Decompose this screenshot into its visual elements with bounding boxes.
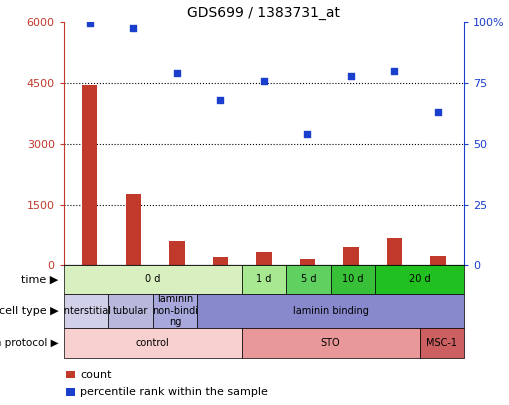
Point: [260, 77, 268, 84]
Point: [129, 25, 137, 32]
Bar: [212, 257, 228, 265]
Bar: [430, 256, 445, 265]
Text: laminin
non-bindi
ng: laminin non-bindi ng: [152, 294, 197, 327]
Text: interstitial: interstitial: [61, 306, 111, 316]
Point: [433, 109, 441, 115]
Bar: [419, 328, 463, 358]
Text: 0 d: 0 d: [145, 275, 160, 284]
Text: cell type ▶: cell type ▶: [0, 306, 59, 316]
Text: MSC-1: MSC-1: [426, 338, 457, 348]
Text: time ▶: time ▶: [21, 275, 59, 284]
Bar: [286, 265, 330, 294]
Bar: [108, 294, 152, 328]
Text: control: control: [135, 338, 169, 348]
Bar: [64, 328, 241, 358]
Bar: [375, 265, 463, 294]
Bar: [241, 265, 286, 294]
Text: 5 d: 5 d: [300, 275, 316, 284]
Bar: [197, 294, 463, 328]
Title: GDS699 / 1383731_at: GDS699 / 1383731_at: [187, 6, 340, 20]
Point: [86, 20, 94, 27]
Text: 10 d: 10 d: [342, 275, 363, 284]
Bar: [299, 259, 315, 265]
Bar: [241, 328, 419, 358]
Text: percentile rank within the sample: percentile rank within the sample: [80, 387, 267, 397]
Text: count: count: [80, 370, 111, 380]
Point: [303, 131, 311, 137]
Text: growth protocol ▶: growth protocol ▶: [0, 338, 59, 348]
Text: tubular: tubular: [112, 306, 148, 316]
Bar: [169, 241, 184, 265]
Bar: [386, 238, 401, 265]
Bar: [330, 265, 375, 294]
Text: laminin binding: laminin binding: [292, 306, 368, 316]
Bar: [343, 247, 358, 265]
Text: 1 d: 1 d: [256, 275, 271, 284]
Bar: [126, 194, 140, 265]
Bar: [82, 85, 97, 265]
Point: [216, 97, 224, 103]
Point: [389, 68, 398, 74]
Point: [173, 70, 181, 77]
Bar: [64, 294, 108, 328]
Bar: [64, 265, 241, 294]
Bar: [152, 294, 197, 328]
Text: 20 d: 20 d: [408, 275, 430, 284]
Point: [346, 72, 354, 79]
Text: STO: STO: [320, 338, 340, 348]
Bar: [256, 252, 271, 265]
